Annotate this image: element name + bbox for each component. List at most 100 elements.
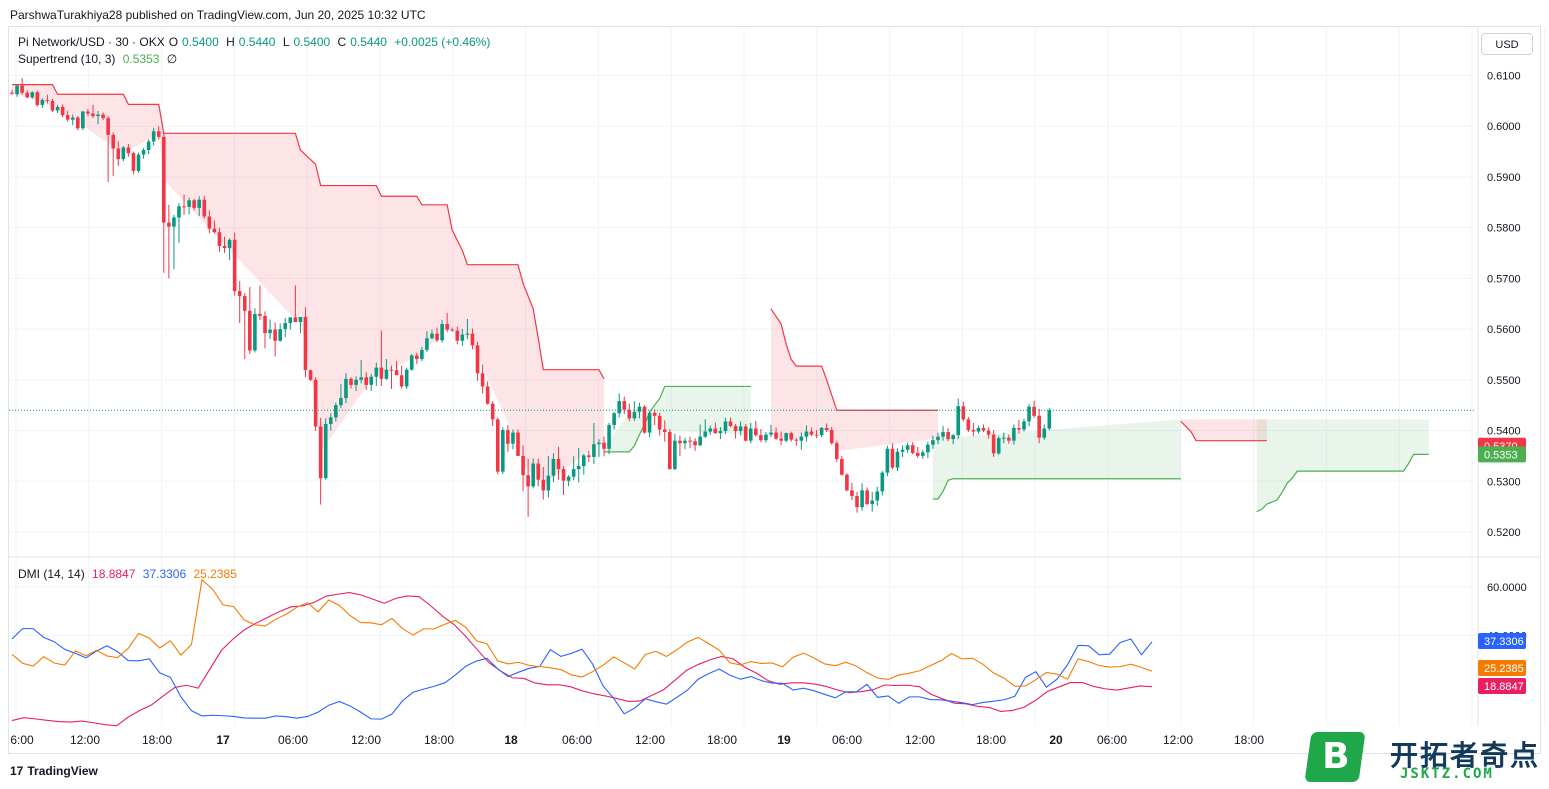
candle-body	[192, 200, 196, 208]
dmi-label[interactable]: DMI (14, 14)	[18, 567, 85, 581]
price-axis-tick-label: 0.5600	[1487, 324, 1521, 336]
candle-body	[1027, 406, 1031, 422]
candle-body	[738, 426, 743, 432]
candle-body	[65, 115, 70, 120]
candle-body	[323, 423, 328, 479]
candle-body	[349, 378, 353, 385]
dmi-axis-label: 25.2385	[1484, 663, 1524, 675]
candle-body	[212, 228, 217, 233]
candle-body	[136, 154, 141, 171]
candle-body	[111, 134, 115, 149]
time-axis-tick-label: 17	[216, 733, 230, 747]
candle-body	[632, 411, 637, 419]
dmi-axis-tick-label: 60.0000	[1487, 582, 1527, 594]
supertrend-up-line	[932, 478, 1181, 500]
candle-body	[288, 317, 293, 324]
candle-body	[576, 466, 581, 470]
candle-body	[612, 413, 616, 425]
candle-body	[197, 199, 202, 208]
candle-body	[490, 403, 495, 420]
supertrend-down-line	[12, 84, 605, 380]
chart-frame	[8, 26, 1541, 754]
candle-body	[1007, 437, 1011, 441]
candle-body	[30, 92, 35, 98]
supertrend-down-line	[770, 308, 938, 411]
time-axis-tick-label: 18:00	[976, 733, 1006, 747]
candle-body	[394, 370, 399, 376]
candle-body	[283, 323, 288, 330]
candle-body	[495, 419, 500, 472]
candle-body	[404, 369, 409, 387]
candle-body	[834, 443, 839, 459]
supertrend-up-fill	[604, 386, 751, 452]
candle-body	[237, 291, 242, 297]
watermark-letter: B	[1322, 736, 1350, 777]
candle-body	[728, 421, 733, 426]
candle-body	[101, 114, 105, 119]
candle-body	[860, 490, 864, 508]
candle-body	[708, 428, 713, 432]
candle-body	[248, 310, 252, 351]
watermark-name: 开拓者奇点	[1390, 739, 1541, 772]
candle-body	[986, 430, 991, 435]
time-axis-tick-label: 06:00	[1097, 733, 1127, 747]
candle-body	[961, 406, 966, 420]
dmi-axis-label: 37.3306	[1484, 636, 1524, 648]
candle-body	[936, 436, 940, 441]
candle-body	[566, 476, 571, 481]
time-axis-tick-label: 18:00	[142, 733, 172, 747]
time-axis-tick-label: 18:00	[707, 733, 737, 747]
supertrend-up-fill	[932, 419, 1181, 500]
candle-body	[976, 428, 981, 432]
candle-body	[779, 438, 783, 441]
time-axis-tick-label: 12:00	[70, 733, 100, 747]
adx-value: 25.2385	[193, 567, 237, 581]
candle-body	[455, 330, 460, 341]
candle-body	[409, 355, 414, 370]
dmi-series-line	[11, 628, 1153, 720]
candle-body	[536, 463, 541, 480]
candle-body	[587, 455, 591, 457]
time-axis-tick-label: 18:00	[1234, 733, 1264, 747]
tradingview-logo[interactable]: 17 TradingView	[10, 764, 98, 778]
supertrend-label[interactable]: Supertrend (10, 3)	[18, 52, 116, 66]
candle-body	[637, 406, 642, 412]
candle-body	[445, 324, 449, 330]
candle-body	[227, 239, 232, 248]
legend-change: +0.0025 (+0.46%)	[394, 35, 491, 49]
candle-body	[784, 433, 788, 441]
candle-body	[75, 117, 80, 129]
candle-body	[850, 490, 854, 496]
candle-body	[126, 147, 131, 154]
candle-body	[501, 430, 505, 472]
candle-body	[151, 131, 156, 142]
currency-button[interactable]: USD	[1481, 33, 1533, 55]
price-axis-tick-label: 0.5900	[1487, 172, 1521, 184]
supertrend-up-fill	[1256, 419, 1429, 512]
candle-body	[845, 474, 849, 491]
publisher-line: ParshwaTurakhiya28 published on TradingV…	[10, 8, 426, 22]
candle-body	[465, 333, 470, 335]
candle-body	[450, 329, 455, 331]
candle-body	[384, 369, 389, 379]
price-axis-label-bg	[1478, 446, 1526, 463]
legend-symbol[interactable]: Pi Network/USD · 30 · OKX	[18, 35, 165, 49]
time-axis-tick-label: 06:00	[562, 733, 592, 747]
candle-body	[733, 425, 738, 432]
candle-body	[253, 313, 257, 351]
candle-body	[86, 111, 90, 114]
time-axis-tick-label: 18	[504, 733, 518, 747]
candle-body	[485, 386, 490, 404]
candle-body	[759, 435, 763, 441]
candle-body	[743, 426, 748, 441]
candles	[10, 78, 1052, 517]
candle-body	[187, 200, 191, 207]
price-axis-tick-label: 0.5200	[1487, 527, 1521, 539]
candle-body	[617, 401, 621, 414]
candle-body	[430, 333, 434, 339]
candle-body	[652, 412, 657, 416]
candle-body	[369, 376, 374, 385]
supertrend-up-line	[1256, 453, 1429, 513]
candle-body	[506, 430, 510, 444]
